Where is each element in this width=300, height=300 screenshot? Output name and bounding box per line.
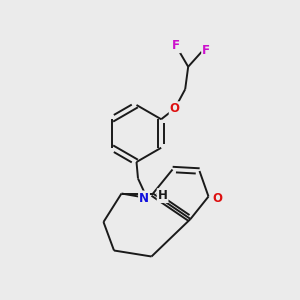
Text: O: O bbox=[170, 102, 180, 115]
Text: F: F bbox=[202, 44, 210, 57]
Text: H: H bbox=[158, 189, 167, 202]
Text: N: N bbox=[139, 191, 149, 205]
Text: F: F bbox=[172, 39, 180, 52]
Text: O: O bbox=[212, 191, 222, 205]
